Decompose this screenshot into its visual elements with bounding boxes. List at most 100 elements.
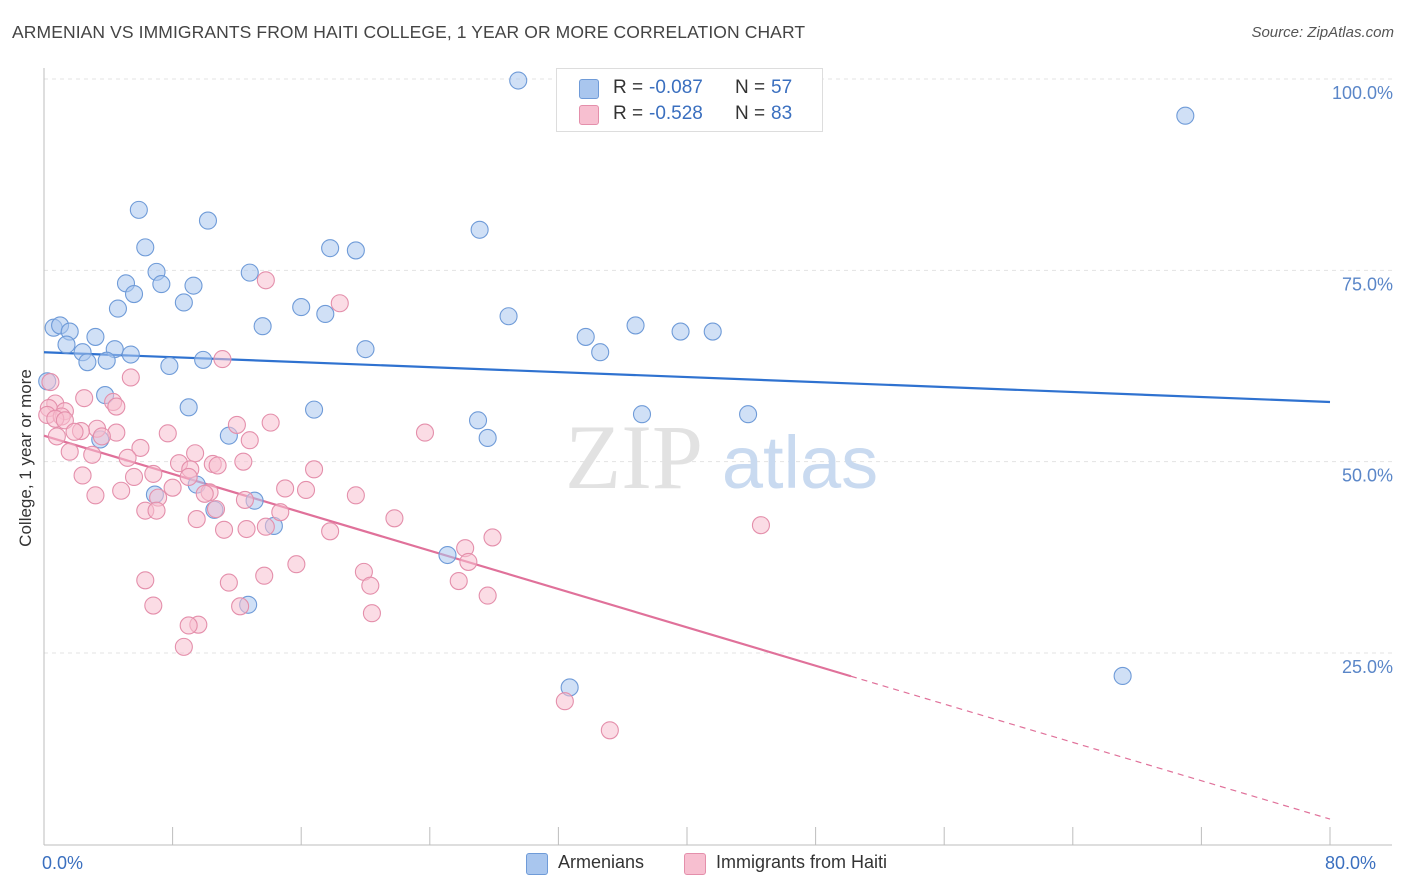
point-haiti: [179, 467, 198, 487]
point-haiti: [449, 572, 468, 591]
legend-n-label: N =: [735, 77, 766, 98]
point-haiti: [112, 481, 131, 500]
point-armenians: [626, 316, 645, 335]
point-haiti: [234, 452, 253, 471]
point-armenians: [97, 351, 116, 370]
point-armenians: [703, 322, 722, 341]
point-haiti: [124, 467, 144, 487]
grid-lines: [44, 78, 1392, 654]
point-haiti: [144, 596, 163, 615]
bottom-legend-swatch-haiti: [684, 853, 706, 875]
point-armenians: [470, 220, 489, 239]
point-haiti: [483, 528, 502, 547]
point-haiti: [385, 509, 404, 528]
point-haiti: [237, 519, 256, 539]
point-haiti: [187, 510, 206, 529]
point-haiti: [195, 484, 214, 503]
legend-swatch-armenians: [579, 79, 599, 99]
point-haiti: [158, 424, 177, 443]
point-haiti: [131, 438, 150, 457]
point-armenians: [124, 285, 144, 304]
point-armenians: [160, 356, 179, 376]
point-haiti: [361, 576, 380, 595]
point-haiti: [186, 444, 205, 463]
axes: [43, 68, 1392, 846]
point-haiti: [73, 466, 92, 485]
point-armenians: [316, 304, 335, 324]
y-tick-label: 25.0%: [1342, 657, 1393, 677]
point-haiti: [163, 478, 182, 497]
legend-r-value: -0.528: [649, 103, 703, 124]
bottom-legend-label-haiti: Immigrants from Haiti: [716, 852, 888, 872]
legend-r-label: R =: [613, 103, 644, 124]
point-armenians: [108, 299, 127, 318]
legend-n-label: N =: [735, 103, 766, 124]
point-armenians: [305, 400, 324, 419]
point-armenians: [346, 241, 365, 260]
point-armenians: [174, 293, 193, 312]
point-haiti: [136, 571, 155, 590]
watermark-atlas: atlas: [722, 421, 878, 504]
point-haiti: [147, 501, 166, 520]
point-haiti: [65, 422, 84, 441]
point-haiti: [256, 517, 275, 536]
legend-n-value: 57: [771, 77, 793, 98]
point-armenians: [632, 405, 652, 424]
point-haiti: [555, 692, 574, 711]
point-armenians: [194, 350, 213, 369]
point-haiti: [47, 427, 66, 446]
point-haiti: [276, 479, 295, 498]
point-haiti: [240, 431, 259, 450]
point-armenians: [671, 322, 690, 341]
point-haiti: [321, 522, 340, 541]
y-tick-label: 50.0%: [1342, 466, 1393, 486]
point-haiti: [296, 480, 316, 500]
point-armenians: [136, 238, 155, 257]
point-haiti: [107, 397, 126, 416]
legend-swatch-haiti: [579, 105, 599, 125]
point-armenians: [129, 200, 148, 219]
bottom-legend-label-armenians: Armenians: [558, 852, 645, 872]
point-haiti: [600, 721, 619, 740]
point-armenians: [292, 298, 311, 317]
point-haiti: [118, 448, 137, 467]
point-haiti: [255, 566, 274, 585]
y-tick-label: 75.0%: [1342, 274, 1393, 294]
point-haiti: [227, 415, 246, 434]
point-haiti: [362, 604, 381, 623]
point-armenians: [478, 428, 497, 447]
trend-line-dashed: [850, 675, 1331, 820]
point-armenians: [86, 327, 105, 346]
point-haiti: [86, 486, 105, 505]
point-armenians: [240, 263, 259, 282]
y-tick-labels: 100.0% 75.0% 50.0% 25.0%: [1332, 83, 1393, 677]
point-armenians: [576, 327, 595, 346]
point-haiti: [144, 464, 163, 483]
point-armenians: [438, 545, 457, 565]
point-armenians: [509, 71, 528, 90]
point-haiti: [346, 486, 365, 505]
bottom-legend-swatch-armenians: [526, 853, 548, 875]
point-haiti: [415, 423, 435, 442]
point-haiti: [41, 373, 60, 392]
point-haiti: [235, 490, 254, 509]
point-armenians: [253, 317, 272, 336]
point-haiti: [261, 413, 280, 432]
point-haiti: [179, 616, 198, 635]
point-haiti: [60, 442, 79, 461]
correlation-legend: R = -0.087 N = 57 R = -0.528 N = 83: [556, 68, 823, 132]
point-armenians: [198, 211, 218, 230]
point-haiti: [256, 271, 275, 290]
point-haiti: [330, 294, 349, 313]
point-haiti: [459, 552, 478, 571]
trend-line-solid: [43, 351, 1331, 404]
point-haiti: [83, 445, 102, 464]
legend-r-label: R =: [613, 77, 644, 98]
point-armenians: [121, 345, 140, 364]
y-tick-label: 100.0%: [1332, 83, 1393, 103]
point-armenians: [468, 411, 488, 430]
point-armenians: [1113, 666, 1132, 686]
point-haiti: [478, 586, 497, 605]
point-haiti: [214, 520, 234, 539]
